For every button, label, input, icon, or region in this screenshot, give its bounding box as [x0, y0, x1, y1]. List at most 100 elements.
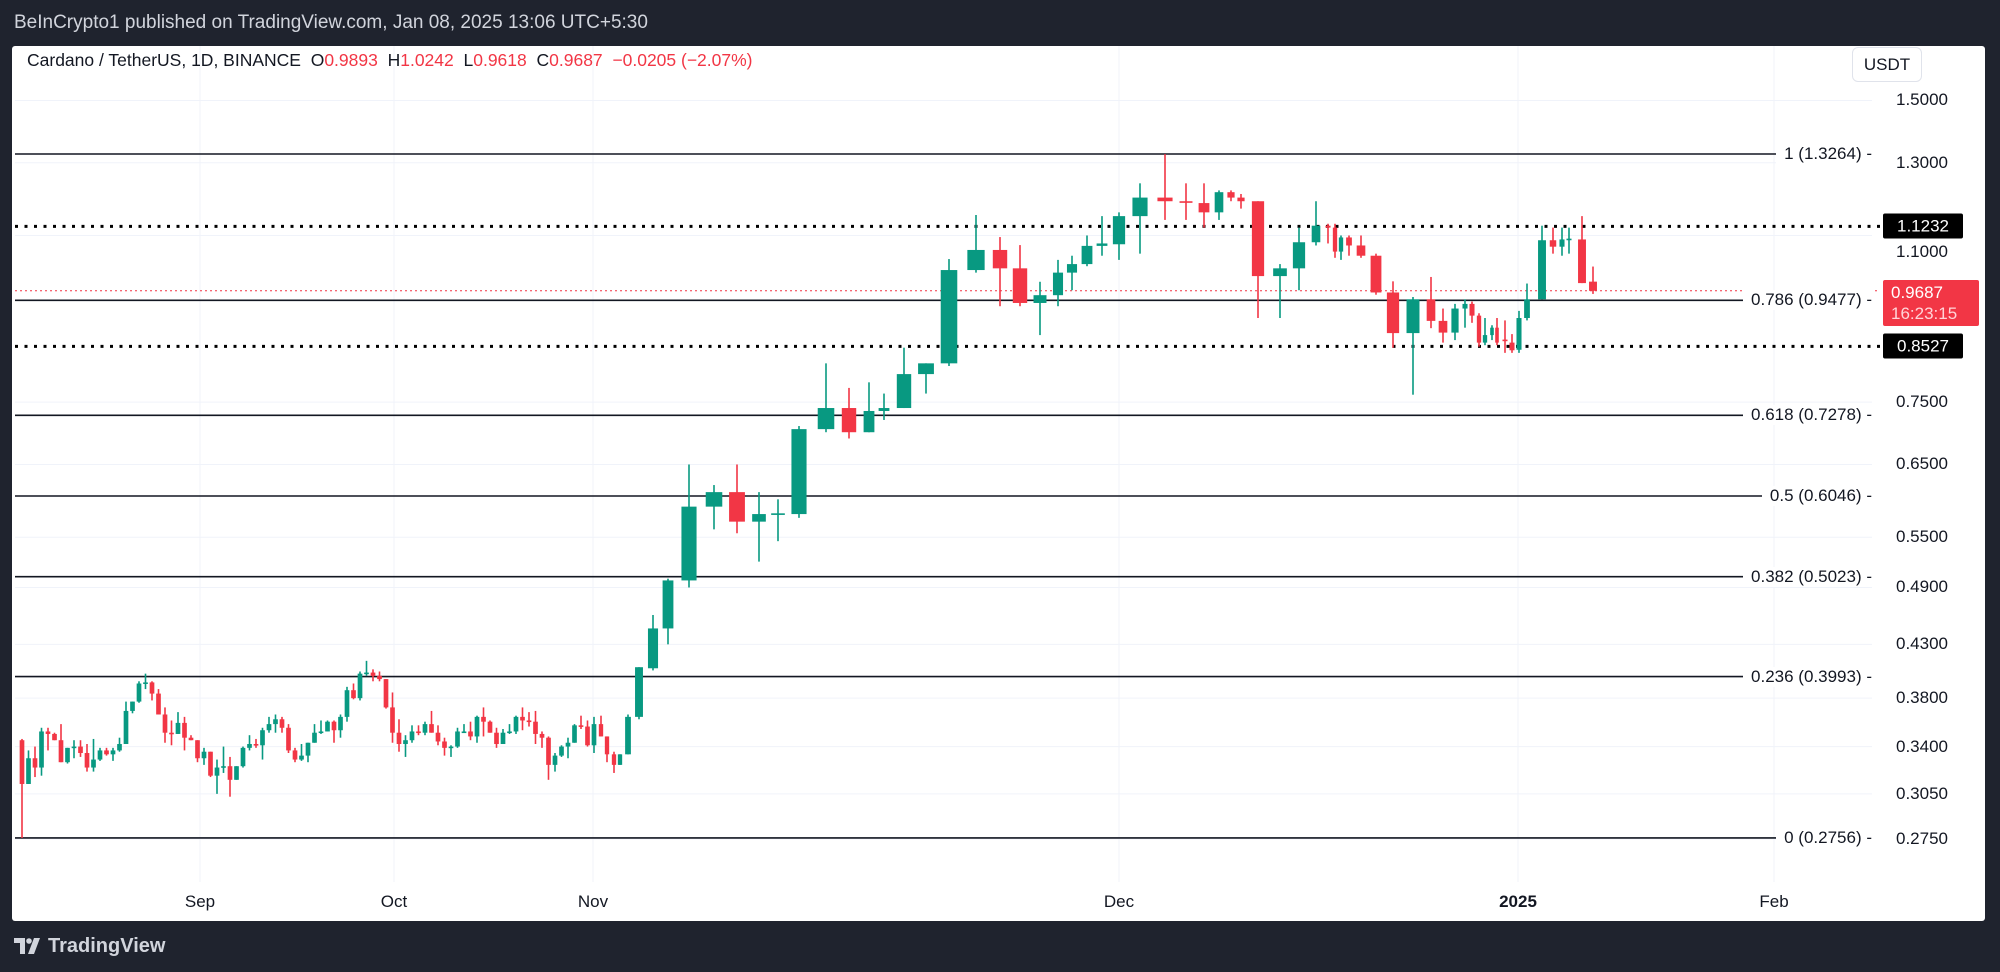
candle-body [520, 716, 525, 721]
candle-body [325, 721, 330, 732]
candle-body [65, 747, 70, 763]
candle-up [705, 485, 723, 530]
fib-level-text: 0.5 (0.6046) [1769, 485, 1862, 505]
candle-up [1566, 227, 1572, 254]
candle-body [817, 408, 835, 430]
candle-up [1462, 299, 1468, 328]
price-axis-label: 0.7500 [1896, 392, 1948, 412]
candle-up [878, 393, 890, 420]
candle-up [214, 759, 220, 794]
candle-body [461, 731, 467, 734]
candle-up [1066, 255, 1078, 291]
candle-body [468, 731, 473, 737]
candle-body [351, 690, 356, 699]
candle-body [403, 740, 408, 745]
candle-body [91, 759, 96, 768]
candle-up [896, 347, 912, 409]
candle-down [104, 747, 109, 756]
candle-up [647, 614, 659, 671]
candle-down [435, 725, 441, 746]
price-axis-label: 1.5000 [1896, 90, 1948, 110]
candle-body [273, 719, 278, 725]
candle-body [1451, 308, 1459, 333]
candle-down [1325, 223, 1331, 244]
fib-level-label: 0.5 (0.6046) - [1761, 485, 1872, 506]
candle-up [201, 747, 207, 765]
candle-up [136, 681, 142, 703]
candle-body [1214, 192, 1224, 213]
candle-body [481, 716, 486, 722]
candle-body [1386, 292, 1400, 334]
candle-body [279, 719, 285, 728]
close-label: C [536, 50, 550, 70]
candle-up [65, 747, 70, 764]
candle-body [1356, 245, 1366, 256]
candle-body [448, 746, 454, 749]
candle-body [604, 736, 610, 755]
fib-level-text: 0.618 (0.7278) [1751, 405, 1862, 425]
candle-up [338, 714, 343, 738]
candle-down [416, 725, 421, 736]
candle-up [110, 747, 116, 761]
chart-panel[interactable] [12, 46, 1985, 921]
candle-body [500, 732, 506, 745]
price-axis-label: 1.1000 [1896, 241, 1948, 261]
symbol-legend: Cardano / TetherUS, 1D, BINANCE O0.9893 … [27, 50, 753, 71]
level-price-label: 0.8527 [1883, 333, 1963, 359]
candle-down [1012, 245, 1028, 307]
candle-down [598, 715, 604, 737]
candle-up [461, 724, 467, 734]
candle-body [1469, 303, 1475, 316]
candle-up [1524, 283, 1530, 321]
candle-up [1096, 216, 1108, 256]
candle-up [409, 725, 415, 743]
candle-body [705, 492, 723, 507]
candle-body [1426, 299, 1436, 321]
candle-down [539, 731, 545, 748]
candle-down [188, 735, 194, 741]
candle-down [195, 740, 200, 763]
candle-down [253, 738, 259, 748]
fib-level-label: 1 (1.3264) - [1776, 144, 1872, 164]
candle-down [1356, 235, 1366, 258]
candle-body [123, 710, 129, 745]
candle-body [39, 731, 44, 768]
candle-body [1332, 227, 1338, 252]
time-axis-label: Oct [380, 892, 408, 911]
candle-down [182, 716, 187, 751]
candle-down [1509, 334, 1515, 353]
candle-down [292, 747, 298, 763]
tradingview-logo-icon [14, 938, 40, 954]
candle-down [1495, 318, 1499, 346]
candle-body [338, 716, 343, 731]
candle-body [1237, 197, 1245, 202]
candle-up [967, 214, 985, 273]
tradingview-logo[interactable]: TradingView [14, 932, 165, 960]
candle-body [130, 701, 135, 711]
candle-body [78, 746, 83, 754]
symbol-name[interactable]: Cardano / TetherUS, 1D, BINANCE [27, 50, 301, 70]
candle-up [681, 464, 697, 588]
candle-down [58, 724, 64, 763]
candle-up [448, 745, 454, 757]
candle-up [625, 714, 631, 755]
candle-body [435, 732, 441, 742]
currency-button[interactable]: USDT [1852, 47, 1922, 82]
candle-up [305, 742, 311, 763]
candle-down [533, 710, 538, 745]
candle-up [130, 701, 135, 714]
candle-body [143, 682, 148, 684]
candle-up [559, 745, 564, 757]
candle-down [611, 751, 617, 773]
candle-up [247, 735, 252, 751]
candle-body [58, 740, 64, 763]
candle-body [104, 750, 109, 755]
candle-body [585, 726, 590, 746]
candle-body [1516, 318, 1522, 350]
candle-down [1157, 154, 1173, 220]
candle-up [357, 671, 363, 701]
candle-body [383, 679, 389, 708]
candle-body [1311, 225, 1321, 243]
candle-up [260, 727, 265, 760]
